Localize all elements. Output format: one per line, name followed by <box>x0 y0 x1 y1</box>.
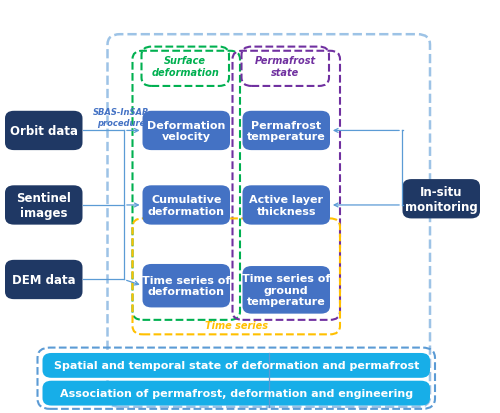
FancyBboxPatch shape <box>142 264 230 308</box>
Text: In-situ
monitoring: In-situ monitoring <box>405 185 477 213</box>
Text: Active layer
thickness: Active layer thickness <box>249 195 323 216</box>
Text: Sentinel
images: Sentinel images <box>16 192 71 219</box>
FancyBboxPatch shape <box>142 112 230 151</box>
FancyBboxPatch shape <box>5 260 82 299</box>
Text: Surface
deformation: Surface deformation <box>152 56 219 78</box>
FancyBboxPatch shape <box>142 186 230 225</box>
Text: Time series of
ground
temperature: Time series of ground temperature <box>242 273 330 307</box>
Text: Permafrost
state: Permafrost state <box>254 56 316 78</box>
Text: Time series: Time series <box>205 320 268 330</box>
FancyBboxPatch shape <box>42 381 430 406</box>
FancyBboxPatch shape <box>242 112 330 151</box>
Text: Deformation
velocity: Deformation velocity <box>147 120 226 142</box>
Text: Spatial and temporal state of deformation and permafrost: Spatial and temporal state of deformatio… <box>54 361 419 370</box>
Text: Permafrost
temperature: Permafrost temperature <box>247 120 326 142</box>
FancyBboxPatch shape <box>5 112 82 151</box>
Text: Association of permafrost, deformation and engineering: Association of permafrost, deformation a… <box>60 388 413 398</box>
Text: DEM data: DEM data <box>12 273 76 286</box>
Text: Time series of
deformation: Time series of deformation <box>142 275 231 297</box>
Text: Cumulative
deformation: Cumulative deformation <box>148 195 224 216</box>
FancyBboxPatch shape <box>242 266 330 314</box>
FancyBboxPatch shape <box>5 186 82 225</box>
FancyBboxPatch shape <box>242 186 330 225</box>
Text: Orbit data: Orbit data <box>10 125 78 138</box>
Text: SBAS-InSAR
procedure: SBAS-InSAR procedure <box>93 108 150 127</box>
FancyBboxPatch shape <box>402 180 480 219</box>
FancyBboxPatch shape <box>42 353 430 378</box>
